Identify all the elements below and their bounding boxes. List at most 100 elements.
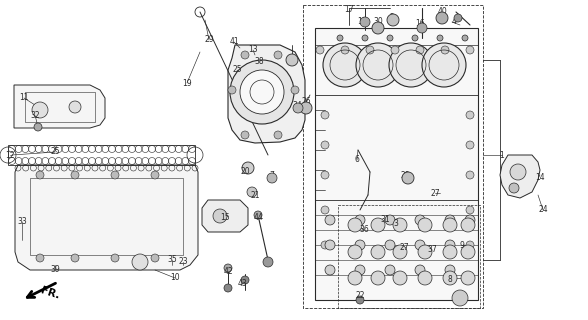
- Circle shape: [452, 290, 468, 306]
- Circle shape: [300, 102, 312, 114]
- Circle shape: [348, 271, 362, 285]
- Text: 18: 18: [358, 18, 367, 27]
- Circle shape: [387, 35, 393, 41]
- Text: 30: 30: [373, 18, 383, 27]
- Polygon shape: [500, 155, 540, 198]
- Circle shape: [228, 86, 236, 94]
- Circle shape: [466, 206, 474, 214]
- Text: 42: 42: [223, 268, 233, 276]
- Circle shape: [274, 51, 282, 59]
- Text: 8: 8: [447, 276, 452, 284]
- Text: 9: 9: [460, 241, 465, 250]
- Circle shape: [454, 14, 462, 22]
- Circle shape: [241, 276, 249, 284]
- Circle shape: [267, 173, 277, 183]
- Circle shape: [418, 245, 432, 259]
- Text: 26: 26: [301, 98, 311, 107]
- Circle shape: [316, 46, 324, 54]
- Circle shape: [385, 265, 395, 275]
- Circle shape: [402, 172, 414, 184]
- Circle shape: [348, 218, 362, 232]
- Text: 2: 2: [390, 13, 395, 22]
- Circle shape: [286, 54, 298, 66]
- Circle shape: [415, 265, 425, 275]
- Circle shape: [393, 271, 407, 285]
- Circle shape: [462, 35, 468, 41]
- Circle shape: [465, 215, 475, 225]
- Polygon shape: [315, 28, 478, 300]
- Circle shape: [355, 215, 365, 225]
- Circle shape: [389, 43, 433, 87]
- Circle shape: [443, 218, 457, 232]
- Text: 13: 13: [248, 45, 258, 54]
- Circle shape: [417, 23, 427, 33]
- Circle shape: [445, 265, 455, 275]
- Circle shape: [132, 254, 148, 270]
- Text: 33: 33: [17, 218, 27, 227]
- Text: 21: 21: [250, 191, 260, 201]
- Circle shape: [466, 111, 474, 119]
- Text: 16: 16: [415, 20, 425, 28]
- Text: 6: 6: [355, 156, 359, 164]
- Circle shape: [360, 17, 370, 27]
- Circle shape: [32, 102, 48, 118]
- Text: 35: 35: [167, 255, 177, 265]
- Text: 25: 25: [50, 148, 60, 156]
- Circle shape: [445, 240, 455, 250]
- Circle shape: [224, 284, 232, 292]
- Circle shape: [385, 240, 395, 250]
- Polygon shape: [202, 200, 248, 232]
- Circle shape: [422, 43, 466, 87]
- Circle shape: [412, 35, 418, 41]
- Circle shape: [224, 264, 232, 272]
- Text: 39: 39: [50, 266, 60, 275]
- Circle shape: [510, 164, 526, 180]
- Text: 12: 12: [5, 150, 15, 159]
- Circle shape: [325, 265, 335, 275]
- Text: 27: 27: [430, 188, 440, 197]
- Circle shape: [362, 35, 368, 41]
- Text: 24: 24: [538, 205, 548, 214]
- Circle shape: [355, 240, 365, 250]
- Text: 10: 10: [170, 274, 180, 283]
- Circle shape: [337, 35, 343, 41]
- Text: 37: 37: [427, 245, 437, 254]
- Circle shape: [466, 46, 474, 54]
- Text: 1: 1: [500, 150, 505, 159]
- Text: 29: 29: [204, 36, 214, 44]
- Circle shape: [151, 254, 159, 262]
- Text: 38: 38: [254, 58, 264, 67]
- Text: 22: 22: [355, 292, 365, 300]
- Circle shape: [371, 218, 385, 232]
- Text: 34: 34: [292, 100, 302, 109]
- Circle shape: [356, 43, 400, 87]
- Circle shape: [391, 46, 399, 54]
- Circle shape: [111, 171, 119, 179]
- Circle shape: [366, 46, 374, 54]
- Circle shape: [418, 218, 432, 232]
- Text: 36: 36: [359, 226, 369, 235]
- Circle shape: [415, 240, 425, 250]
- Circle shape: [293, 103, 303, 113]
- Text: 17: 17: [344, 5, 354, 14]
- Circle shape: [291, 86, 299, 94]
- Text: 3: 3: [393, 220, 399, 228]
- Circle shape: [348, 245, 362, 259]
- Circle shape: [247, 187, 257, 197]
- Circle shape: [441, 46, 449, 54]
- Circle shape: [372, 22, 384, 34]
- Circle shape: [213, 209, 227, 223]
- Text: 20: 20: [240, 167, 250, 177]
- Text: 32: 32: [30, 110, 40, 119]
- Circle shape: [241, 131, 249, 139]
- Circle shape: [242, 162, 254, 174]
- Circle shape: [355, 265, 365, 275]
- Circle shape: [230, 60, 294, 124]
- Circle shape: [416, 46, 424, 54]
- Circle shape: [415, 215, 425, 225]
- Circle shape: [445, 215, 455, 225]
- Text: 31: 31: [380, 215, 390, 225]
- Circle shape: [36, 171, 44, 179]
- Text: FR.: FR.: [39, 285, 61, 301]
- Text: 25: 25: [232, 66, 242, 75]
